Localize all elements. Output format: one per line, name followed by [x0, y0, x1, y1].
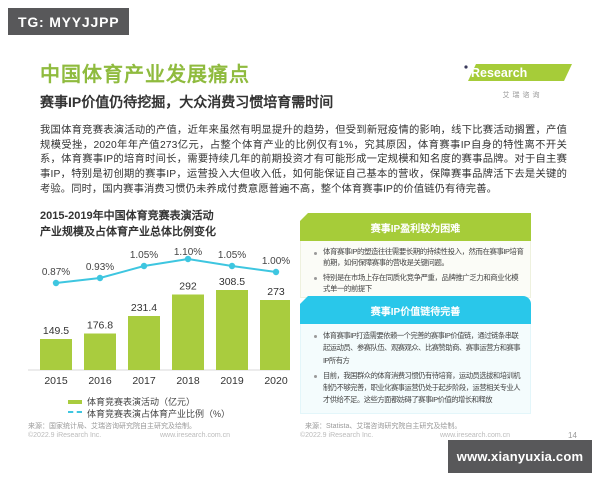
svg-text:308.5: 308.5	[219, 276, 245, 288]
svg-text:292: 292	[179, 281, 197, 293]
svg-text:2020: 2020	[264, 375, 288, 387]
svg-text:149.5: 149.5	[43, 325, 69, 337]
svg-text:1.00%: 1.00%	[262, 256, 290, 267]
svg-text:273: 273	[267, 286, 285, 298]
svg-text:1.05%: 1.05%	[218, 250, 246, 261]
svg-text:Research: Research	[471, 66, 527, 80]
svg-text:0.87%: 0.87%	[42, 267, 70, 278]
svg-text:231.4: 231.4	[131, 302, 157, 314]
svg-text:2016: 2016	[88, 375, 112, 387]
svg-text:176.8: 176.8	[87, 320, 113, 332]
svg-text:0.93%: 0.93%	[86, 262, 114, 273]
svg-text:2018: 2018	[176, 375, 200, 387]
svg-text:2019: 2019	[220, 375, 244, 387]
svg-text:1.05%: 1.05%	[130, 250, 158, 261]
svg-text:2017: 2017	[132, 375, 156, 387]
svg-text:1.10%: 1.10%	[174, 248, 202, 258]
svg-text:2015: 2015	[44, 375, 68, 387]
